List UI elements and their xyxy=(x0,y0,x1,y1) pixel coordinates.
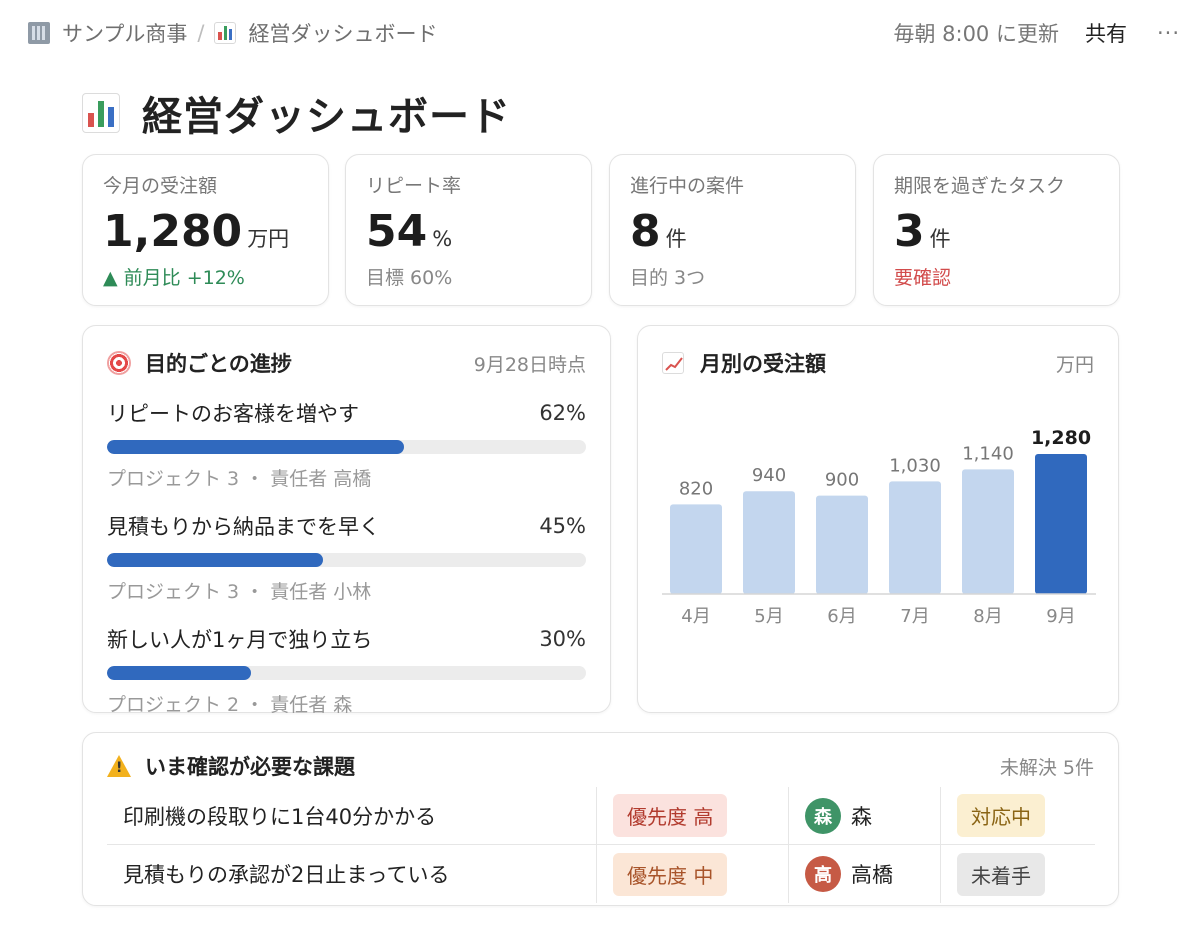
goal-percent: 62% xyxy=(539,401,586,425)
chart-bar[interactable] xyxy=(670,504,722,594)
kpi-unit: 万円 xyxy=(247,227,290,251)
update-schedule: 毎朝 8:00 に更新 xyxy=(893,22,1059,46)
breadcrumb: サンプル商事 / 経営ダッシュボード xyxy=(28,18,437,48)
goal-item[interactable]: 見積もりから納品までを早く 45% プロジェクト 3 ・ 責任者 小林 xyxy=(107,511,586,604)
goal-item[interactable]: リピートのお客様を増やす 62% プロジェクト 3 ・ 責任者 高橋 xyxy=(107,398,586,491)
kpi-card-overdue-tasks[interactable]: 期限を過ぎたタスク 3 件 要確認 xyxy=(873,154,1120,306)
kpi-value: 8 xyxy=(630,206,661,257)
kpi-sub: 目的 3つ xyxy=(630,267,706,289)
kpi-unit: % xyxy=(432,227,453,251)
issue-row[interactable]: 見積もりの承認が2日止まっている 優先度 中 高 高橋 未着手 xyxy=(107,845,1095,903)
chart-value-label: 1,030 xyxy=(889,455,941,476)
chart-category-label: 9月 xyxy=(1046,606,1075,627)
owner-name: 高橋 xyxy=(851,863,893,887)
goal-meta: プロジェクト 2 ・ 責任者 森 xyxy=(107,694,353,716)
chart-panel-title: 月別の受注額 xyxy=(700,352,826,376)
goal-item[interactable]: 新しい人が1ヶ月で独り立ち 30% プロジェクト 2 ・ 責任者 森 xyxy=(107,624,586,717)
chart-category-label: 7月 xyxy=(900,606,929,627)
kpi-card-repeat-rate[interactable]: リピート率 54 % 目標 60% xyxy=(345,154,592,306)
goal-progress-fill xyxy=(107,440,404,454)
issue-owner[interactable]: 高 高橋 xyxy=(789,845,941,903)
chart-bar[interactable] xyxy=(1035,454,1087,594)
goals-progress-panel: 目的ごとの進捗 9月28日時点 リピートのお客様を増やす 62% プロジェクト … xyxy=(82,325,611,716)
status-tag[interactable]: 未着手 xyxy=(957,852,1045,896)
issues-panel: いま確認が必要な課題 未解決 5件 印刷機の段取りに1台40分かかる 優先度 高… xyxy=(82,732,1119,906)
top-bar: サンプル商事 / 経営ダッシュボード 毎朝 8:00 に更新 共有 ··· xyxy=(0,0,1200,66)
goal-meta: プロジェクト 3 ・ 責任者 高橋 xyxy=(107,468,372,490)
kpi-card-orders[interactable]: 今月の受注額 1,280 万円 ▲ 前月比 +12% xyxy=(82,154,329,306)
kpi-card-active-projects[interactable]: 進行中の案件 8 件 目的 3つ xyxy=(609,154,856,306)
kpi-value: 3 xyxy=(894,206,925,257)
chart-value-label: 820 xyxy=(679,478,713,499)
breadcrumb-page[interactable]: 経営ダッシュボード xyxy=(248,22,438,46)
kpi-value: 54 xyxy=(366,206,428,257)
share-button[interactable]: 共有 xyxy=(1084,22,1127,46)
bar-chart-icon xyxy=(82,93,120,133)
chart-category-label: 8月 xyxy=(973,606,1002,627)
kpi-alert: 要確認 xyxy=(894,267,952,289)
chart-unit-label: 万円 xyxy=(1055,353,1094,376)
avatar: 高 xyxy=(805,856,841,892)
kpi-unit: 件 xyxy=(929,227,951,251)
issue-title[interactable]: 印刷機の段取りに1台40分かかる xyxy=(107,787,597,844)
owner-name: 森 xyxy=(851,804,872,829)
kpi-value: 1,280 xyxy=(103,206,243,257)
issue-owner[interactable]: 森 森 xyxy=(789,787,941,844)
chart-category-label: 6月 xyxy=(827,606,856,627)
goal-name: 新しい人が1ヶ月で独り立ち xyxy=(107,628,373,652)
goal-progress-track xyxy=(107,666,586,680)
goals-panel-date: 9月28日時点 xyxy=(473,353,586,376)
issues-count: 未解決 5件 xyxy=(999,756,1094,779)
goal-name: リピートのお客様を増やす xyxy=(107,402,359,426)
issues-panel-title: いま確認が必要な課題 xyxy=(145,755,355,779)
building-icon xyxy=(28,22,50,44)
goal-percent: 45% xyxy=(539,514,586,538)
bar-chart-icon xyxy=(214,22,237,44)
kpi-label: 今月の受注額 xyxy=(103,175,218,197)
status-tag[interactable]: 対応中 xyxy=(957,794,1045,837)
issue-row[interactable]: 印刷機の段取りに1台40分かかる 優先度 高 森 森 対応中 xyxy=(107,787,1095,845)
top-actions: 毎朝 8:00 に更新 共有 ··· xyxy=(893,18,1180,48)
chart-bar[interactable] xyxy=(889,481,941,594)
chart-bar[interactable] xyxy=(816,495,868,594)
goals-panel-title: 目的ごとの進捗 xyxy=(145,352,292,376)
chart-bar[interactable] xyxy=(743,491,795,594)
chart-value-label: 1,280 xyxy=(1031,427,1091,449)
goal-percent: 30% xyxy=(539,627,586,651)
breadcrumb-workspace[interactable]: サンプル商事 xyxy=(62,22,188,46)
chart-value-label: 1,140 xyxy=(962,443,1014,464)
warning-icon xyxy=(107,755,131,777)
chart-value-label: 940 xyxy=(752,465,786,486)
kpi-label: リピート率 xyxy=(366,175,462,197)
chart-value-label: 900 xyxy=(825,470,859,491)
target-icon xyxy=(107,351,131,375)
kpi-sub: 目標 60% xyxy=(366,267,453,289)
goal-progress-fill xyxy=(107,553,323,567)
page-header: 経営ダッシュボード xyxy=(82,84,511,142)
avatar: 森 xyxy=(805,797,841,834)
chart-bar[interactable] xyxy=(962,469,1014,594)
kpi-unit: 件 xyxy=(665,227,687,251)
goal-name: 見積もりから納品までを早く xyxy=(107,515,380,539)
monthly-orders-panel: 月別の受注額 万円 820 4月 940 5月 900 6月 1,030 7月 1,140 8月 1… xyxy=(637,325,1119,713)
priority-tag[interactable]: 優先度 中 xyxy=(613,852,728,896)
trend-chart-icon xyxy=(662,352,684,374)
priority-tag[interactable]: 優先度 高 xyxy=(613,794,728,837)
more-options-button[interactable]: ··· xyxy=(1156,21,1180,45)
kpi-label: 期限を過ぎたタスク xyxy=(894,175,1066,197)
issue-title[interactable]: 見積もりの承認が2日止まっている xyxy=(107,845,597,903)
goal-meta: プロジェクト 3 ・ 責任者 小林 xyxy=(107,581,372,603)
chart-category-label: 4月 xyxy=(681,606,710,627)
goal-progress-fill xyxy=(107,666,251,680)
chart-category-label: 5月 xyxy=(754,606,783,627)
kpi-label: 進行中の案件 xyxy=(630,175,745,197)
goal-progress-track xyxy=(107,440,586,454)
breadcrumb-separator: / xyxy=(197,21,205,45)
kpi-trend: ▲ 前月比 +12% xyxy=(103,267,245,289)
page-title: 経営ダッシュボード xyxy=(142,94,511,140)
monthly-orders-chart: 820 4月 940 5月 900 6月 1,030 7月 1,140 8月 1,280 9月 xyxy=(662,427,1096,627)
goal-progress-track xyxy=(107,553,586,567)
